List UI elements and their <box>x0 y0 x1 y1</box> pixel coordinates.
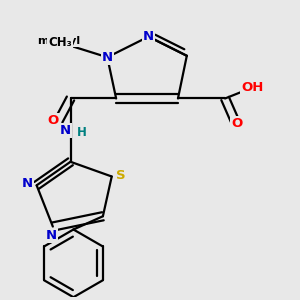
Text: CH₃: CH₃ <box>48 36 72 49</box>
Text: N: N <box>60 124 71 137</box>
Text: methyl: methyl <box>37 36 80 46</box>
Text: N: N <box>46 229 57 242</box>
Text: S: S <box>116 169 125 182</box>
Text: N: N <box>22 177 33 190</box>
Text: O: O <box>231 117 242 130</box>
Text: N: N <box>102 51 113 64</box>
Text: OH: OH <box>241 81 264 94</box>
Text: H: H <box>77 126 87 139</box>
Text: N: N <box>143 30 154 43</box>
Text: O: O <box>48 114 59 127</box>
